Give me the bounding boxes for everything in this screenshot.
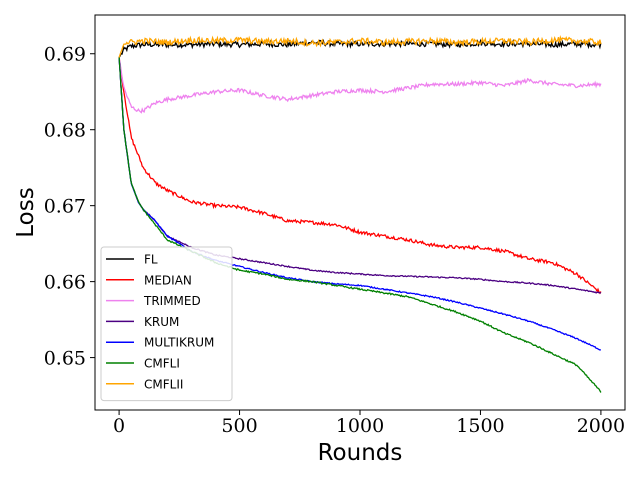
legend: FL MEDIAN TRIMMED KRUM MULTIKRUM CMFLI CMFLII	[100, 246, 233, 402]
axes-layer: 0 500 1000 1500 2000 0.65 0.66 0.67 0.68 0.69	[44, 44, 625, 437]
legend-box	[100, 246, 233, 402]
x-tick-label: 2000	[577, 415, 625, 437]
legend-label: FL	[144, 253, 158, 267]
y-tick-label: 0.68	[44, 120, 86, 142]
x-tick-label: 500	[221, 415, 257, 437]
legend-label: MULTIKRUM	[144, 336, 214, 350]
legend-label: MEDIAN	[144, 273, 192, 287]
series-line-fl	[118, 38, 602, 58]
series-line-median	[118, 57, 602, 295]
y-tick-label: 0.69	[44, 44, 86, 66]
x-tick-label: 0	[113, 415, 125, 437]
x-tick-label: 1500	[456, 415, 504, 437]
series-line-cmflii	[118, 34, 602, 58]
legend-label: KRUM	[144, 315, 179, 329]
legend-label: CMFLII	[144, 377, 183, 391]
legend-label: TRIMMED	[143, 294, 201, 308]
x-tick-label: 1000	[336, 415, 384, 437]
legend-label: CMFLI	[144, 357, 180, 371]
x-axis-label: Rounds	[318, 440, 403, 466]
y-axis-label: Loss	[13, 187, 39, 237]
y-tick-label: 0.66	[44, 272, 86, 294]
series-line-trimmed	[118, 57, 602, 114]
y-tick-label: 0.65	[44, 348, 86, 370]
y-tick-label: 0.67	[44, 196, 86, 218]
